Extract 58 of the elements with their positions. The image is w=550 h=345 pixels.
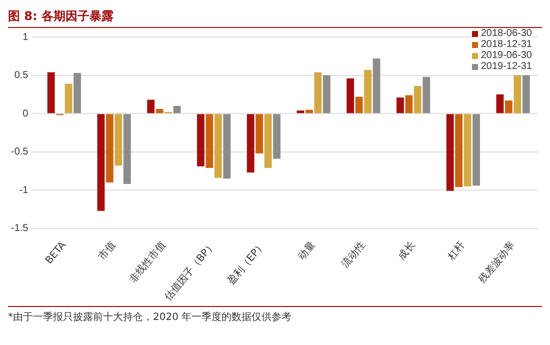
bar	[322, 75, 330, 114]
bar	[372, 58, 380, 114]
bar	[396, 98, 404, 114]
x-tick-label: 流动性	[339, 239, 368, 270]
x-tick-label: 杠杆	[444, 239, 468, 263]
y-tick-label: -1.5	[10, 223, 29, 234]
y-tick-label: -0.5	[10, 146, 29, 158]
bar	[106, 114, 114, 182]
bar	[504, 100, 512, 114]
bar	[223, 114, 231, 179]
bar	[197, 114, 204, 166]
bar	[496, 94, 504, 114]
x-tick-label: 非线性市值	[126, 239, 168, 286]
legend-label: 2018-12-31	[480, 39, 532, 50]
bar	[64, 84, 72, 114]
bar	[273, 114, 280, 159]
x-tick-label: 盈利（EP）	[225, 239, 268, 288]
bar	[47, 72, 55, 114]
bar	[156, 108, 164, 114]
bar	[123, 114, 131, 184]
bar	[422, 76, 430, 114]
y-tick-label: 0.5	[14, 70, 29, 82]
bar	[455, 114, 463, 188]
legend-label: 2019-06-30	[480, 50, 532, 61]
legend-label: 2019-12-31	[480, 61, 532, 72]
bar	[446, 114, 454, 191]
bar	[305, 110, 313, 114]
bar	[246, 114, 254, 173]
y-tick-label: 1	[22, 32, 29, 43]
x-tick-label: 市值	[96, 239, 118, 262]
bar	[414, 86, 422, 114]
bar	[296, 110, 304, 114]
bar	[264, 114, 272, 168]
bar	[522, 75, 530, 114]
bar	[405, 95, 413, 114]
bar	[74, 72, 81, 114]
chart-title: 图 8: 各期因子暴露	[8, 8, 542, 28]
y-tick-label: -1	[19, 184, 29, 196]
bar	[114, 114, 122, 166]
bar	[364, 70, 372, 114]
bar	[472, 114, 480, 186]
bar	[346, 78, 354, 114]
bar	[173, 106, 181, 114]
bar	[214, 114, 222, 178]
y-tick-label: 0	[22, 108, 29, 120]
bar	[97, 114, 105, 211]
x-tick-label: 残差波动率	[476, 239, 518, 286]
bar	[314, 72, 322, 114]
bar	[464, 114, 472, 186]
legend-label: 2018-06-30	[480, 28, 532, 39]
bar	[147, 100, 155, 114]
bar	[256, 114, 264, 154]
bar	[355, 96, 363, 114]
x-tick-label: 成长	[396, 239, 418, 262]
bar	[514, 75, 522, 114]
bar	[206, 114, 214, 168]
text: *由于一季报只披露前十大持仓，2020 年一季度的数据仅供参考	[8, 310, 293, 324]
x-tick-label: 动量	[296, 240, 318, 262]
